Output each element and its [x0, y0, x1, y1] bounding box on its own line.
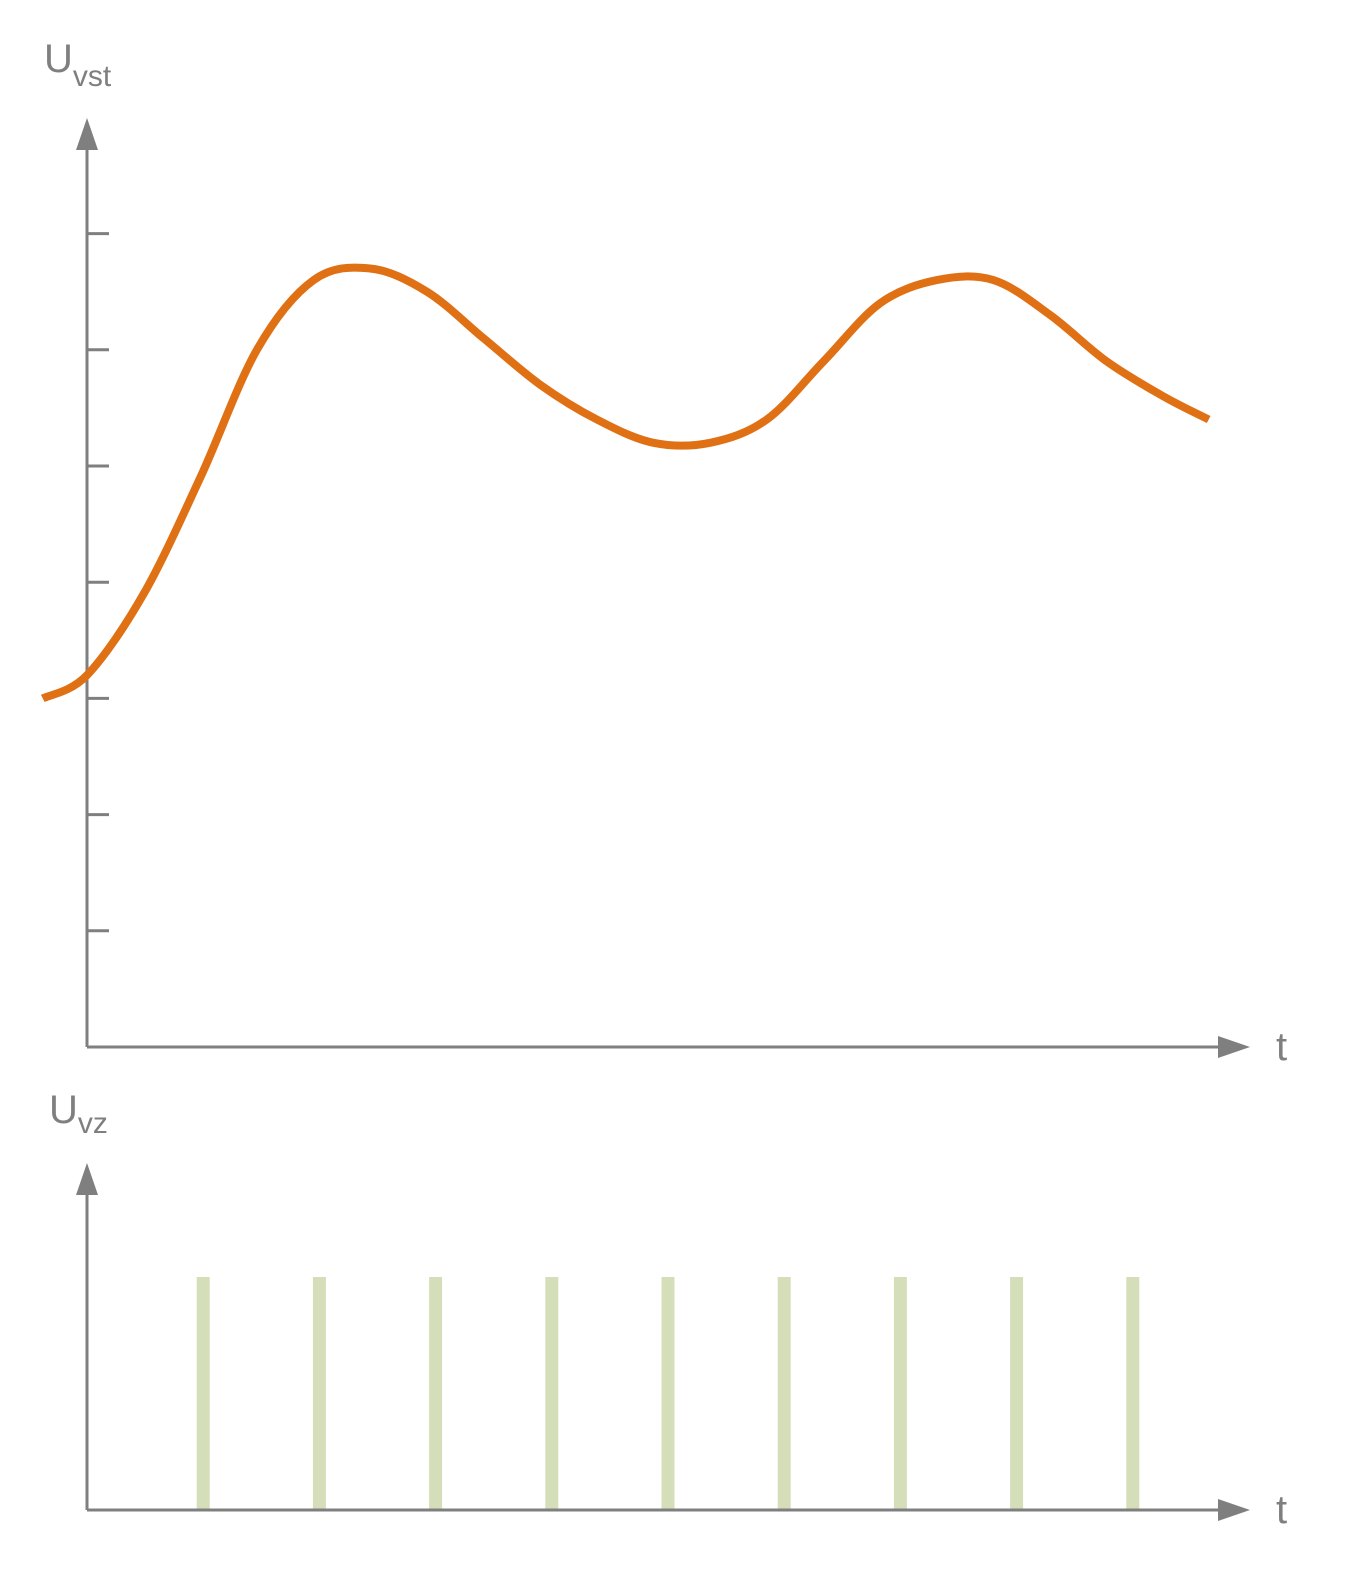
bottom-pulses [196, 1277, 1140, 1510]
bottom-y-label-sub: vz [78, 1107, 108, 1140]
top-y-label-main: U [44, 37, 73, 81]
top-x-axis-arrow [1218, 1036, 1250, 1058]
bottom-y-label: Uvz [49, 1088, 108, 1140]
pulse-bar [777, 1277, 791, 1510]
pulse-bar [312, 1277, 326, 1510]
bottom-x-axis-arrow [1218, 1499, 1250, 1521]
pulse-bar [545, 1277, 559, 1510]
bottom-y-axis-arrow [76, 1163, 98, 1195]
top-x-label: t [1276, 1025, 1287, 1069]
pulse-bar [661, 1277, 675, 1510]
bottom-chart: Uvz t [49, 1088, 1287, 1532]
top-y-ticks [87, 232, 109, 933]
pulse-bar [196, 1277, 210, 1510]
pulse-bar [1010, 1277, 1024, 1510]
top-y-label-sub: vst [73, 60, 112, 93]
top-chart: Uvst t [40, 37, 1287, 1069]
bottom-y-label-main: U [49, 1088, 78, 1132]
top-series-line [40, 263, 1211, 703]
pulse-bar [893, 1277, 907, 1510]
pulse-bar [429, 1277, 443, 1510]
pulse-bar [1126, 1277, 1140, 1510]
top-y-label: Uvst [44, 37, 112, 93]
top-y-axis-arrow [76, 118, 98, 150]
bottom-x-label: t [1276, 1488, 1287, 1532]
